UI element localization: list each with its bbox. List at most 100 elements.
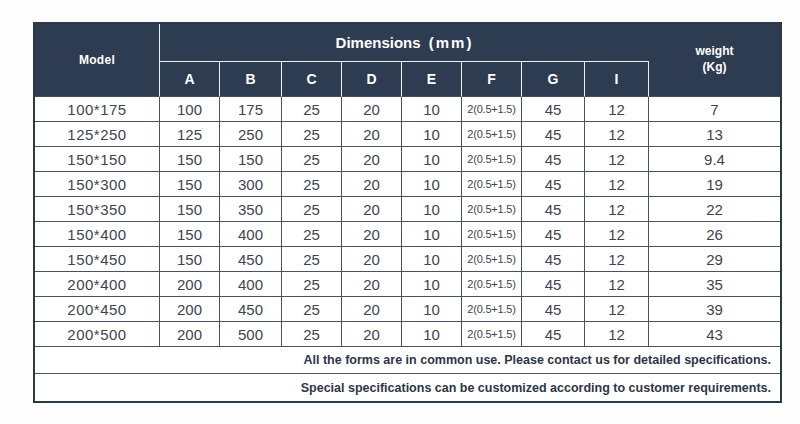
cell-c: 25: [282, 297, 342, 322]
cell-weight: 22: [649, 197, 780, 222]
cell-f: 2(0.5+1.5): [462, 322, 522, 347]
cell-model: 125*250: [35, 122, 160, 147]
cell-e: 10: [402, 122, 462, 147]
cell-b: 400: [220, 272, 282, 297]
cell-b: 300: [220, 172, 282, 197]
cell-g: 45: [522, 272, 585, 297]
dimensions-unit-label: (mm): [429, 34, 474, 51]
cell-model: 150*400: [35, 222, 160, 247]
cell-model: 200*500: [35, 322, 160, 347]
cell-i: 12: [585, 97, 649, 122]
cell-g: 45: [522, 297, 585, 322]
cell-c: 25: [282, 272, 342, 297]
cell-c: 25: [282, 147, 342, 172]
cell-i: 12: [585, 172, 649, 197]
table-row: 100*1751001752520102(0.5+1.5)45127: [35, 97, 780, 122]
cell-e: 10: [402, 97, 462, 122]
cell-e: 10: [402, 322, 462, 347]
cell-g: 45: [522, 222, 585, 247]
cell-e: 10: [402, 297, 462, 322]
column-header-f: F: [462, 62, 522, 97]
cell-f: 2(0.5+1.5): [462, 222, 522, 247]
cell-model: 200*400: [35, 272, 160, 297]
cell-c: 25: [282, 97, 342, 122]
cell-f: 2(0.5+1.5): [462, 147, 522, 172]
cell-a: 200: [160, 297, 220, 322]
cell-f: 2(0.5+1.5): [462, 172, 522, 197]
cell-g: 45: [522, 172, 585, 197]
cell-g: 45: [522, 197, 585, 222]
cell-d: 20: [342, 222, 402, 247]
cell-b: 250: [220, 122, 282, 147]
cell-d: 20: [342, 122, 402, 147]
cell-b: 500: [220, 322, 282, 347]
weight-unit-label: (Kg): [703, 60, 727, 74]
cell-a: 150: [160, 197, 220, 222]
cell-i: 12: [585, 147, 649, 172]
cell-e: 10: [402, 197, 462, 222]
cell-a: 150: [160, 147, 220, 172]
cell-weight: 43: [649, 322, 780, 347]
cell-c: 25: [282, 322, 342, 347]
cell-d: 20: [342, 147, 402, 172]
cell-b: 175: [220, 97, 282, 122]
cell-weight: 13: [649, 122, 780, 147]
cell-d: 20: [342, 247, 402, 272]
cell-c: 25: [282, 222, 342, 247]
cell-model: 150*450: [35, 247, 160, 272]
header-row-top: Model Dimensions (mm) weight (Kg): [35, 24, 780, 62]
page: Model Dimensions (mm) weight (Kg) A B C …: [0, 0, 800, 424]
cell-e: 10: [402, 172, 462, 197]
cell-a: 200: [160, 272, 220, 297]
column-header-b: B: [220, 62, 282, 97]
cell-model: 150*300: [35, 172, 160, 197]
note-common-use: All the forms are in common use. Please …: [35, 347, 780, 374]
cell-d: 20: [342, 322, 402, 347]
cell-b: 450: [220, 247, 282, 272]
weight-label: weight: [696, 44, 734, 58]
cell-weight: 26: [649, 222, 780, 247]
note-row: All the forms are in common use. Please …: [35, 347, 780, 374]
spec-table: Model Dimensions (mm) weight (Kg) A B C …: [33, 22, 782, 403]
cell-a: 150: [160, 172, 220, 197]
cell-b: 400: [220, 222, 282, 247]
cell-i: 12: [585, 222, 649, 247]
cell-e: 10: [402, 147, 462, 172]
cell-d: 20: [342, 272, 402, 297]
cell-i: 12: [585, 197, 649, 222]
table-row: 200*4002004002520102(0.5+1.5)451235: [35, 272, 780, 297]
table-row: 150*4501504502520102(0.5+1.5)451229: [35, 247, 780, 272]
cell-i: 12: [585, 297, 649, 322]
cell-f: 2(0.5+1.5): [462, 297, 522, 322]
cell-a: 100: [160, 97, 220, 122]
cell-c: 25: [282, 172, 342, 197]
cell-model: 150*350: [35, 197, 160, 222]
cell-f: 2(0.5+1.5): [462, 197, 522, 222]
cell-b: 150: [220, 147, 282, 172]
table-row: 200*5002005002520102(0.5+1.5)451243: [35, 322, 780, 347]
cell-g: 45: [522, 147, 585, 172]
cell-weight: 29: [649, 247, 780, 272]
cell-e: 10: [402, 247, 462, 272]
column-header-dimensions: Dimensions (mm): [160, 24, 649, 62]
table-row: 200*4502004502520102(0.5+1.5)451239: [35, 297, 780, 322]
cell-c: 25: [282, 122, 342, 147]
cell-model: 200*450: [35, 297, 160, 322]
cell-weight: 39: [649, 297, 780, 322]
cell-a: 125: [160, 122, 220, 147]
cell-f: 2(0.5+1.5): [462, 122, 522, 147]
cell-i: 12: [585, 272, 649, 297]
cell-e: 10: [402, 272, 462, 297]
column-header-e: E: [402, 62, 462, 97]
cell-f: 2(0.5+1.5): [462, 97, 522, 122]
cell-a: 200: [160, 322, 220, 347]
table-row: 150*1501501502520102(0.5+1.5)45129.4: [35, 147, 780, 172]
note-special: Special specifications can be customized…: [35, 374, 780, 401]
cell-i: 12: [585, 247, 649, 272]
cell-c: 25: [282, 247, 342, 272]
cell-e: 10: [402, 222, 462, 247]
table-body: 100*1751001752520102(0.5+1.5)45127125*25…: [35, 97, 780, 347]
cell-a: 150: [160, 247, 220, 272]
column-header-weight: weight (Kg): [649, 24, 780, 97]
column-header-model: Model: [35, 24, 160, 97]
